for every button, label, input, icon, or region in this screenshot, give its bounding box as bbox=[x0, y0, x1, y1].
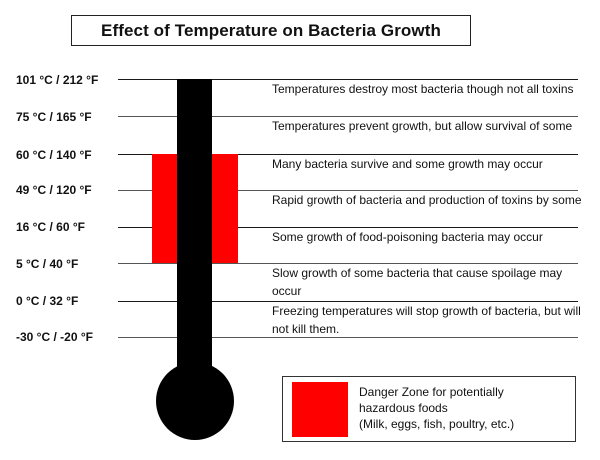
scale-line-5c bbox=[118, 263, 578, 264]
scale-line-minus30c bbox=[118, 337, 578, 338]
temp-label: -30 °C / -20 °F bbox=[16, 330, 93, 344]
legend-text: Danger Zone for potentially hazardous fo… bbox=[359, 384, 514, 432]
zone-description: Some growth of food-poisoning bacteria m… bbox=[272, 230, 543, 244]
legend-line-3: (Milk, eggs, fish, poultry, etc.) bbox=[359, 417, 515, 431]
temp-label: 0 °C / 32 °F bbox=[16, 294, 79, 308]
legend-line-2: hazardous foods bbox=[359, 401, 448, 415]
thermometer-stem bbox=[177, 79, 212, 379]
zone-description: Temperatures destroy most bacteria thoug… bbox=[272, 82, 574, 96]
temp-label: 49 °C / 120 °F bbox=[16, 183, 92, 197]
zone-description: Rapid growth of bacteria and production … bbox=[272, 193, 582, 207]
scale-line-16c bbox=[118, 227, 578, 228]
zone-description: Many bacteria survive and some growth ma… bbox=[272, 157, 543, 171]
zone-description: Slow growth of some bacteria that cause … bbox=[272, 266, 563, 298]
legend: Danger Zone for potentially hazardous fo… bbox=[282, 376, 576, 442]
thermometer-bulb bbox=[156, 362, 234, 440]
temp-label: 16 °C / 60 °F bbox=[16, 220, 85, 234]
scale-line-60c bbox=[118, 154, 578, 155]
temp-label: 75 °C / 165 °F bbox=[16, 110, 92, 124]
legend-swatch-danger bbox=[292, 382, 348, 437]
scale-line-0c bbox=[118, 301, 578, 302]
temp-label: 101 °C / 212 °F bbox=[16, 73, 99, 87]
temp-label: 5 °C / 40 °F bbox=[16, 257, 79, 271]
legend-line-1: Danger Zone for potentially bbox=[359, 385, 504, 399]
zone-description: Freezing temperatures will stop growth o… bbox=[272, 304, 581, 336]
diagram-title: Effect of Temperature on Bacteria Growth bbox=[101, 20, 441, 40]
scale-line-49c bbox=[118, 190, 578, 191]
scale-line-101c bbox=[118, 79, 578, 80]
title-box: Effect of Temperature on Bacteria Growth bbox=[71, 15, 471, 46]
zone-description: Temperatures prevent growth, but allow s… bbox=[272, 119, 573, 133]
temp-label: 60 °C / 140 °F bbox=[16, 148, 92, 162]
scale-line-75c bbox=[118, 116, 578, 117]
